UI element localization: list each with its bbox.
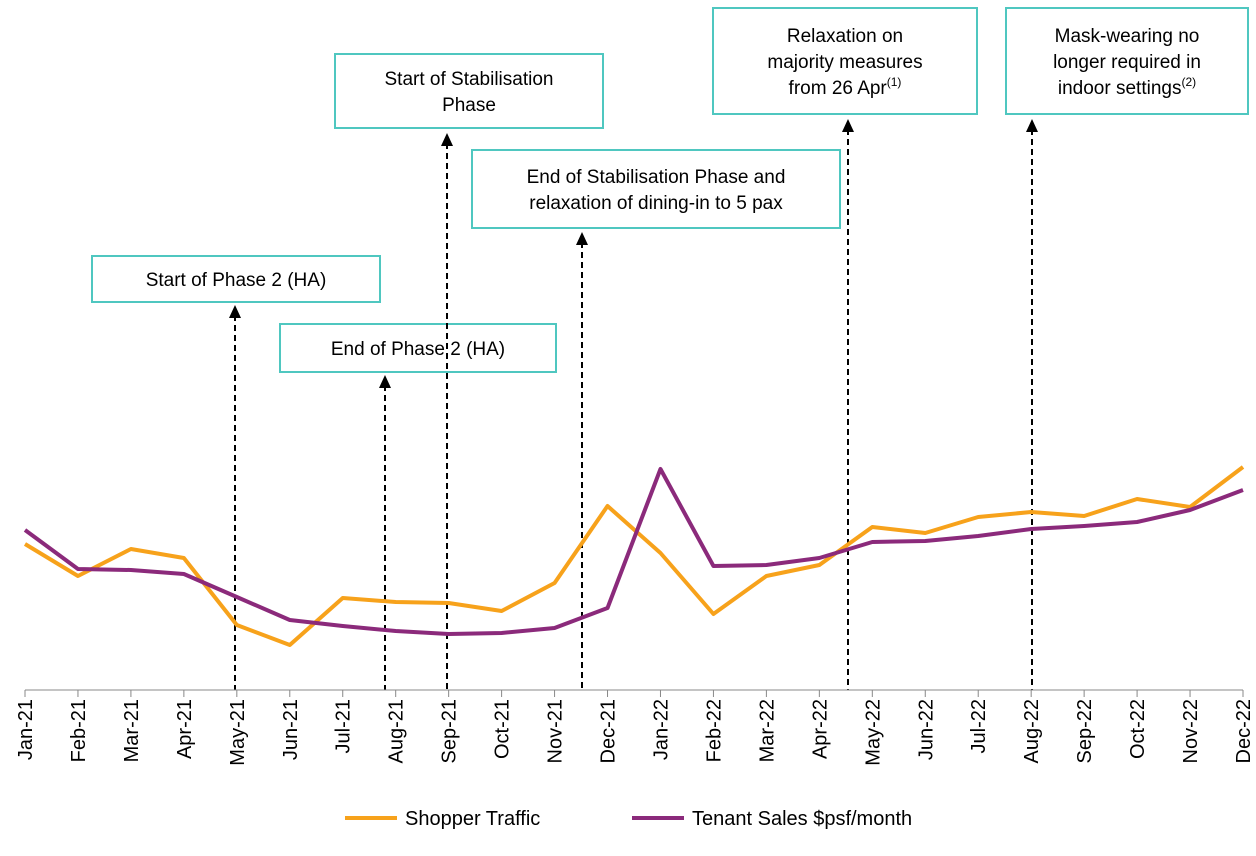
x-tick-label: Oct-22 <box>1127 699 1149 759</box>
annotation-text: Relaxation on <box>787 26 903 47</box>
annotation-line: Mask-wearing no <box>1055 26 1200 47</box>
annotation-line: End of Stabilisation Phase and <box>527 167 786 188</box>
arrow-head <box>441 133 453 146</box>
annotation-line: relaxation of dining-in to 5 pax <box>529 193 783 214</box>
x-tick-label: Dec-22 <box>1233 699 1255 763</box>
annotation-note: (1) <box>887 75 902 89</box>
x-tick-label: Sep-21 <box>439 699 461 764</box>
annotation-text: Start of Phase 2 (HA) <box>146 270 327 291</box>
annotation-box <box>279 323 557 373</box>
x-tick-label: Jan-22 <box>650 699 672 760</box>
annotation-line: indoor settings <box>1058 78 1182 99</box>
arrow-head <box>576 232 588 245</box>
arrow-head <box>842 119 854 132</box>
x-tick-label: Oct-21 <box>492 699 514 759</box>
annotation-note: (2) <box>1181 75 1196 89</box>
annotation-text: End of Phase 2 (HA) <box>331 339 505 360</box>
x-tick-label: May-21 <box>227 699 249 766</box>
x-tick-label: Jul-21 <box>333 699 355 753</box>
x-tick-label: Mar-21 <box>121 699 143 762</box>
x-tick-label: Nov-22 <box>1180 699 1202 763</box>
x-tick-label: Feb-22 <box>703 699 725 762</box>
x-tick-label: Mar-22 <box>756 699 778 762</box>
x-tick-label: May-22 <box>862 699 884 766</box>
annotation-text: Mask-wearing no <box>1055 26 1200 47</box>
annotation-line: Phase <box>442 95 496 116</box>
x-tick-label: Aug-21 <box>386 699 408 764</box>
x-tick-label: Apr-22 <box>809 699 831 759</box>
annotation-text: longer required in <box>1053 52 1201 73</box>
annotation-text: End of Stabilisation Phase and <box>527 167 786 188</box>
annotation-box <box>91 255 381 303</box>
arrow-head <box>229 305 241 318</box>
annotation-line: Relaxation on <box>787 26 903 47</box>
x-tick-label: Jun-22 <box>915 699 937 760</box>
legend-label: Shopper Traffic <box>405 808 540 830</box>
x-tick-label: Nov-21 <box>545 699 567 763</box>
annotation-box <box>1005 7 1249 115</box>
annotation-line: Start of Phase 2 (HA) <box>146 270 327 291</box>
annotation-line: Start of Stabilisation <box>385 69 554 90</box>
x-tick-label: Jan-21 <box>15 699 37 760</box>
x-tick-label: Jul-22 <box>968 699 990 753</box>
x-tick-label: Apr-21 <box>174 699 196 759</box>
annotation-line: longer required in <box>1053 52 1201 73</box>
annotation-line: from 26 Apr <box>789 78 888 99</box>
annotation-text: majority measures <box>767 52 922 73</box>
annotation-text: Start of Stabilisation <box>385 69 554 90</box>
annotation-box <box>471 149 841 229</box>
data-line <box>23 467 1244 636</box>
arrow-head <box>1026 119 1038 132</box>
x-tick-label: Sep-22 <box>1074 699 1096 764</box>
annotation-text: indoor settings(2) <box>1058 75 1196 99</box>
annotation-box <box>334 53 604 129</box>
annotation-text: relaxation of dining-in to 5 pax <box>529 193 783 214</box>
legend-label: Tenant Sales $psf/month <box>692 808 912 830</box>
data-line <box>23 465 1245 647</box>
annotation-text: from 26 Apr(1) <box>789 75 902 99</box>
annotation-box <box>712 7 978 115</box>
x-tick-label: Aug-22 <box>1021 699 1043 764</box>
x-tick-label: Feb-21 <box>68 699 90 762</box>
annotation-line: majority measures <box>767 52 922 73</box>
annotation-line: End of Phase 2 (HA) <box>331 339 505 360</box>
annotation-text: Phase <box>442 95 496 116</box>
arrow-head <box>379 375 391 388</box>
x-tick-label: Jun-21 <box>280 699 302 760</box>
x-tick-label: Dec-21 <box>598 699 620 763</box>
